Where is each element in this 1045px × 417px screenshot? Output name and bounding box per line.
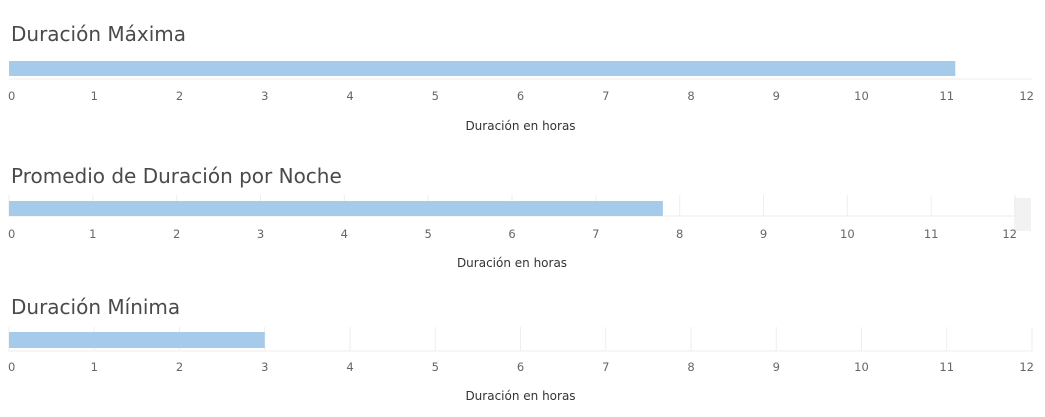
bar xyxy=(9,61,956,76)
tick-label: 3 xyxy=(261,89,268,103)
x-axis-title: Duración en horas xyxy=(465,119,575,133)
scroll-strip xyxy=(1014,198,1031,231)
tick-label: 4 xyxy=(346,89,353,103)
chart-title: Duración Mínima xyxy=(11,295,181,319)
tick-label: 4 xyxy=(346,360,353,374)
tick-label: 2 xyxy=(176,89,183,103)
tick-label: 1 xyxy=(89,227,96,241)
tick-label: 5 xyxy=(432,360,439,374)
tick-label: 1 xyxy=(91,360,98,374)
tick-label: 4 xyxy=(341,227,348,241)
tick-label: 12 xyxy=(1002,227,1017,241)
tick-label: 5 xyxy=(425,227,432,241)
tick-label: 6 xyxy=(517,89,524,103)
tick-label: 6 xyxy=(508,227,515,241)
tick-label: 6 xyxy=(517,360,524,374)
x-axis-title: Duración en horas xyxy=(465,389,575,403)
tick-label: 12 xyxy=(1019,89,1034,103)
tick-label: 10 xyxy=(854,360,869,374)
tick-label: 7 xyxy=(592,227,599,241)
tick-label: 7 xyxy=(602,89,609,103)
tick-label: 11 xyxy=(939,360,954,374)
bar xyxy=(9,332,265,348)
tick-label: 8 xyxy=(676,227,683,241)
tick-label: 10 xyxy=(840,227,855,241)
tick-label: 9 xyxy=(773,89,780,103)
tick-label: 11 xyxy=(924,227,939,241)
tick-label: 0 xyxy=(8,227,15,241)
tick-label: 11 xyxy=(939,89,954,103)
tick-label: 3 xyxy=(261,360,268,374)
tick-label: 1 xyxy=(91,89,98,103)
tick-label: 5 xyxy=(432,89,439,103)
chart-title: Duración Máxima xyxy=(11,22,187,46)
tick-label: 9 xyxy=(760,227,767,241)
tick-label: 12 xyxy=(1019,360,1034,374)
chart-min-duration: Duración Mínima 0 1 2 3 4 5 6 7 8 9 10 11 12 Duración… xyxy=(0,275,1045,417)
tick-label: 9 xyxy=(773,360,780,374)
tick-label: 0 xyxy=(8,89,15,103)
tick-label: 0 xyxy=(8,360,15,374)
x-axis-title: Duración en horas xyxy=(457,256,567,270)
chart-max-duration: Duración Máxima 0 1 2 3 4 5 6 7 8 9 10 11 12 Duración… xyxy=(0,0,1045,140)
tick-label: 2 xyxy=(173,227,180,241)
tick-label: 3 xyxy=(257,227,264,241)
bar xyxy=(9,201,663,216)
tick-label: 10 xyxy=(854,89,869,103)
tick-label: 7 xyxy=(602,360,609,374)
tick-label: 2 xyxy=(176,360,183,374)
chart-title: Promedio de Duración por Noche xyxy=(11,164,342,188)
tick-label: 8 xyxy=(687,360,694,374)
tick-label: 8 xyxy=(687,89,694,103)
